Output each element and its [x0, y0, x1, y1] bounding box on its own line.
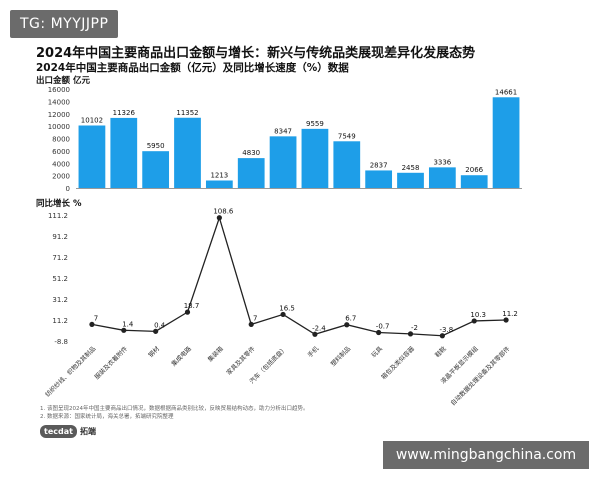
category-tick-label: 集装箱: [206, 345, 225, 364]
bar-y-tick-label: 6000: [52, 148, 70, 156]
footnotes: 1. 该图呈现2024年中国主要商品出口情况，数据根据商品类别比较，反映贸易结构…: [40, 405, 309, 421]
growth-data-label: 10.3: [470, 311, 486, 319]
line-y-tick-label: 111.2: [48, 212, 68, 220]
growth-point: [407, 331, 414, 337]
growth-data-label: 16.5: [279, 304, 295, 312]
growth-point: [344, 322, 350, 328]
bar: [269, 136, 297, 188]
growth-data-label: -0.7: [376, 322, 390, 330]
growth-point: [503, 317, 509, 323]
category-tick-label: 自动数据处理设备及其零部件: [449, 345, 512, 408]
bar-data-label: 11352: [176, 109, 198, 117]
logo-text: 拓端: [79, 427, 96, 436]
bar-data-label: 5950: [147, 142, 165, 150]
bar-data-label: 3336: [433, 158, 451, 166]
bar: [205, 180, 233, 188]
category-tick-label: 纺织纱线、织物及其制品: [44, 345, 98, 399]
growth-point: [471, 318, 477, 324]
category-tick-label: 箱包及类似容器: [380, 344, 417, 381]
bar-data-label: 9559: [306, 120, 324, 128]
bar-data-label: 2458: [402, 164, 420, 172]
line-y-tick-label: 91.2: [52, 233, 68, 241]
growth-point: [89, 321, 95, 328]
bar: [142, 151, 170, 188]
bar-data-label: 8347: [274, 127, 292, 135]
logo-badge: tecdat: [40, 425, 77, 438]
growth-point: [121, 327, 127, 333]
growth-data-label: -3.8: [440, 326, 454, 334]
line-y-tick-label: 31.2: [52, 296, 68, 304]
growth-data-label: 7: [94, 314, 98, 322]
category-tick-label: 集成电路: [170, 344, 194, 368]
footnote-2: 2. 数据来源：国家统计局，海关总署，拓端研究院整理: [40, 414, 174, 420]
growth-data-label: 11.2: [502, 310, 518, 318]
category-tick-label: 玩具: [370, 345, 384, 359]
bar-y-tick-label: 8000: [52, 136, 70, 144]
category-tick-label: 服装及衣着附件: [93, 345, 129, 381]
growth-data-label: 6.7: [345, 315, 356, 323]
bar-y-tick-label: 10000: [48, 123, 70, 131]
bar-y-tick-label: 4000: [52, 160, 70, 168]
growth-data-label: 1.4: [122, 320, 134, 328]
bar-y-tick-label: 0: [66, 185, 70, 193]
growth-data-label: 108.6: [213, 208, 234, 216]
growth-data-label: -2: [411, 324, 418, 332]
bar-data-label: 11326: [113, 109, 136, 117]
growth-point: [312, 331, 318, 337]
bar-data-label: 1213: [210, 171, 228, 179]
bar: [460, 175, 488, 188]
growth-data-label: 18.7: [184, 302, 200, 310]
bar: [110, 117, 138, 188]
growth-point: [376, 329, 382, 336]
bar: [365, 170, 393, 188]
growth-point: [216, 215, 222, 221]
bar: [174, 117, 201, 188]
growth-point: [153, 328, 159, 334]
growth-data-label: -2.4: [312, 324, 326, 332]
bar-y-tick-label: 16000: [48, 86, 70, 94]
bar-data-label: 10102: [81, 116, 103, 124]
bar-y-tick-label: 14000: [48, 98, 70, 106]
bar-data-label: 2066: [465, 166, 483, 174]
line-y-tick-label: 11.2: [52, 317, 68, 325]
growth-point: [280, 311, 286, 318]
bar: [78, 125, 106, 188]
bar-y-axis-label: 出口金额 亿元: [36, 76, 90, 86]
bar-data-label: 2837: [370, 161, 388, 169]
growth-point: [439, 333, 445, 339]
line-y-tick-label: -8.8: [54, 338, 68, 346]
category-tick-label: 钢材: [147, 345, 161, 359]
bar-data-label: 14661: [495, 88, 517, 96]
bar: [237, 158, 265, 188]
bar: [397, 172, 424, 188]
bar: [492, 97, 520, 188]
bar: [428, 167, 456, 188]
watermark-top: TG: MYYJJPP: [10, 10, 119, 38]
logo: tecdat 拓端: [40, 425, 96, 438]
chart-title: 2024年中国主要商品出口金额与增长：新兴与传统品类展现差异化发展态势: [36, 46, 476, 61]
growth-data-label: 7: [253, 314, 257, 322]
growth-data-label: 0.4: [154, 321, 166, 329]
category-tick-label: 手机: [306, 344, 321, 359]
growth-point: [184, 309, 191, 315]
line-y-tick-label: 51.2: [52, 275, 68, 283]
chart-subtitle: 2024年中国主要商品出口金额（亿元）及同比增长速度（%）数据: [36, 62, 349, 74]
category-tick-label: 家具及其零件: [225, 345, 257, 377]
bar-y-tick-label: 12000: [48, 111, 70, 119]
growth-series-line: [91, 215, 507, 337]
bar: [301, 128, 329, 188]
bar-y-tick-label: 2000: [52, 173, 70, 181]
line-y-axis-label: 同比增长 %: [36, 199, 82, 209]
bar-data-label: 4830: [242, 149, 260, 157]
category-tick-label: 塑料制品: [329, 345, 352, 368]
line-y-tick-label: 71.2: [52, 254, 68, 262]
growth-point: [248, 321, 254, 328]
watermark-bottom: www.mingbangchina.com: [383, 441, 589, 469]
bar: [333, 141, 361, 188]
bar-data-label: 7549: [338, 132, 356, 140]
category-tick-label: 鞋靴: [433, 345, 447, 359]
footnote-1: 1. 该图呈现2024年中国主要商品出口情况，数据根据商品类别比较，反映贸易结构…: [40, 406, 309, 412]
